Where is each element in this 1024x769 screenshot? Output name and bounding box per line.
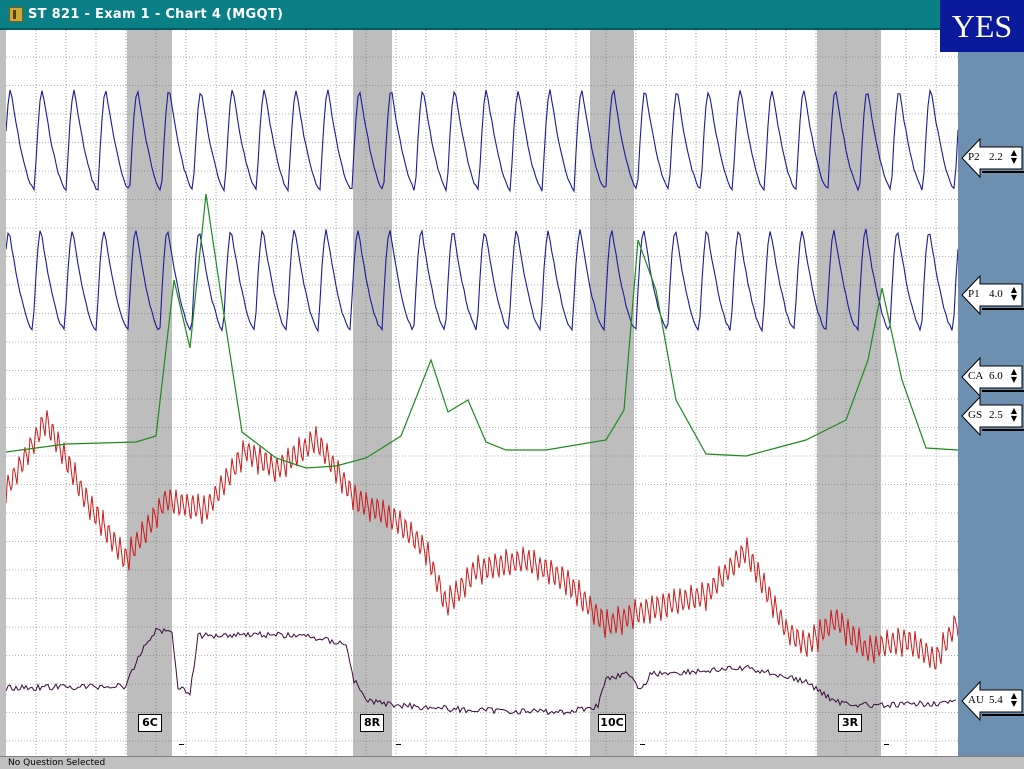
question-end-mark [396, 744, 401, 745]
chart-canvas [6, 30, 958, 756]
channel-name: P1 [968, 288, 980, 300]
channel-gain: 2.5 [989, 409, 1003, 421]
question-end-mark [884, 744, 889, 745]
question-band [127, 30, 172, 756]
question-label-8r[interactable]: 8R [360, 714, 384, 732]
question-end-mark [179, 744, 184, 745]
up-down-spinner-icon[interactable]: ▲ ▼ [1010, 285, 1018, 302]
channel-gain: 4.0 [989, 288, 1003, 300]
channel-name: AU [968, 694, 984, 706]
channel-name: CA [968, 370, 984, 382]
up-down-spinner-icon[interactable]: ▲ ▼ [1010, 406, 1018, 423]
up-down-spinner-icon[interactable]: ▲ ▼ [1010, 148, 1018, 165]
channel-control-ca[interactable]: CA 6.0 ▲ ▼ [958, 354, 1024, 400]
left-arrow-icon [961, 356, 1024, 398]
left-arrow-icon [961, 274, 1024, 316]
activity-sensor-trace [6, 627, 957, 716]
up-down-spinner-icon[interactable]: ▲ ▼ [1010, 691, 1018, 708]
channel-name: GS [968, 409, 983, 421]
polygraph-app-icon[interactable] [9, 7, 23, 22]
left-arrow-icon [961, 137, 1024, 179]
result-badge: YES [940, 0, 1024, 52]
channel-control-gs[interactable]: GS 2.5 ▲ ▼ [958, 393, 1024, 439]
p1-pneumo-trace [6, 228, 958, 333]
channel-control-p2[interactable]: P2 2.2 ▲ ▼ [958, 135, 1024, 181]
question-label-3r[interactable]: 3R [838, 714, 862, 732]
gsr-trace [6, 193, 958, 469]
channel-gain: 2.2 [989, 151, 1003, 163]
question-label-6c[interactable]: 6C [138, 714, 162, 732]
cardio-trace [6, 410, 958, 670]
title-bar: ST 821 - Exam 1 - Chart 4 (MGQT) [0, 0, 1024, 30]
polygraph-chart[interactable]: 6C 8R 10C 3R [6, 30, 958, 756]
channel-control-au[interactable]: AU 5.4 ▲ ▼ [958, 678, 1024, 724]
up-down-spinner-icon[interactable]: ▲ ▼ [1010, 367, 1018, 384]
left-arrow-icon [961, 395, 1024, 437]
question-end-mark [640, 744, 645, 745]
status-bar: No Question Selected [0, 756, 1024, 769]
left-arrow-icon [961, 680, 1024, 722]
question-band [817, 30, 881, 756]
question-bands [127, 30, 881, 756]
chart-grid [6, 30, 958, 756]
question-label-10c[interactable]: 10C [598, 714, 626, 732]
channel-name: P2 [968, 151, 980, 163]
channel-gain: 6.0 [989, 370, 1003, 382]
question-band [590, 30, 634, 756]
channel-control-p1[interactable]: P1 4.0 ▲ ▼ [958, 272, 1024, 318]
p2-pneumo-trace [6, 88, 958, 193]
window-title: ST 821 - Exam 1 - Chart 4 (MGQT) [28, 7, 284, 22]
status-text: No Question Selected [8, 758, 106, 768]
channel-control-panel: P2 2.2 ▲ ▼ P1 4.0 ▲ ▼ CA 6.0 ▲ ▼ GS 2.5 ▲ ▼ AU 5.… [958, 30, 1024, 756]
channel-gain: 5.4 [989, 694, 1003, 706]
